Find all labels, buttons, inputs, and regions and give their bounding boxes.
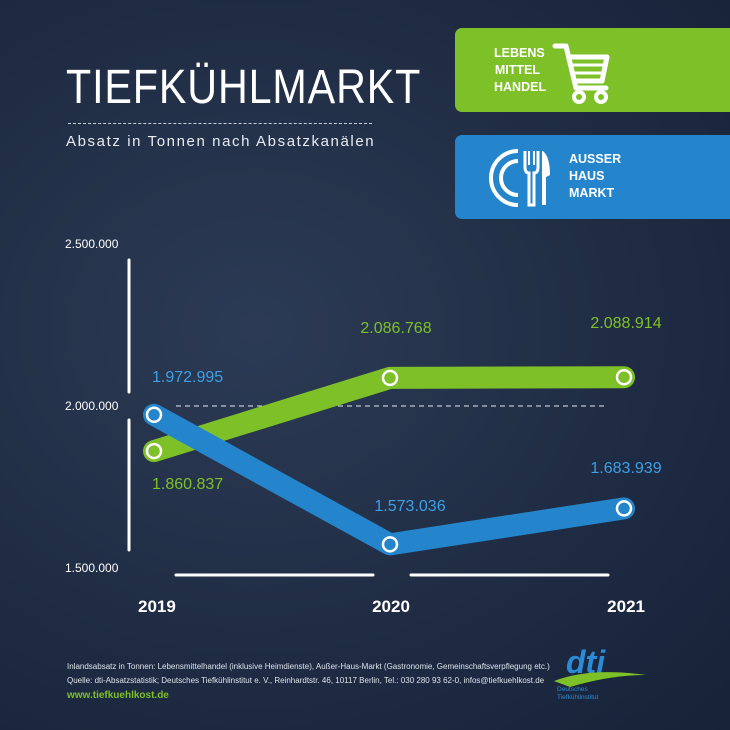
data-point (615, 500, 633, 517)
data-label: 1.683.939 (590, 460, 661, 477)
data-label: 1.972.995 (152, 369, 223, 386)
data-label: 1.573.036 (374, 498, 445, 515)
data-label: 1.860.837 (152, 476, 223, 493)
x-tick-label: 2019 (138, 597, 176, 616)
logo-caption: Deutsches Tiefkühlinstitut (557, 686, 599, 701)
x-tick-label: 2020 (372, 597, 410, 616)
shopping-cart-icon (552, 43, 610, 104)
dti-logo: dti (554, 645, 646, 687)
legend-label-ausser-haus-markt: AUSSER HAUS MARKT (569, 152, 622, 200)
plate-cutlery-icon (489, 149, 550, 207)
data-label: 2.088.914 (590, 315, 661, 332)
y-tick-label: 2.500.000 (65, 237, 119, 251)
data-point (145, 442, 163, 460)
data-point (381, 536, 399, 553)
page-subtitle: Absatz in Tonnen nach Absatzkanälen (66, 133, 376, 150)
footnote-definition: Inlandsabsatz in Tonnen: Lebensmittelhan… (67, 662, 550, 671)
page-title: TIEFKÜHLMARKT (66, 61, 422, 114)
footnote-source: Quelle: dti-Absatzstatistik; Deutsches T… (67, 676, 545, 685)
legend-lebensmittelhandel: LEBENS MITTEL HANDEL (455, 28, 730, 112)
legend-label-lebensmittelhandel: LEBENS MITTEL HANDEL (494, 46, 547, 94)
y-tick-label: 1.500.000 (65, 561, 119, 575)
data-label: 2.086.768 (360, 320, 431, 337)
legend-ausser-haus-markt: AUSSER HAUS MARKT (455, 135, 730, 219)
series-line-0 (143, 366, 635, 463)
line-chart: 1.500.000 2.000.000 2.500.000 2019 2020 2021 1… (65, 237, 662, 616)
x-tick-label: 2021 (607, 597, 645, 616)
title-divider (68, 123, 372, 124)
data-point (381, 369, 399, 387)
y-tick-label: 2.000.000 (65, 399, 119, 413)
data-point (615, 368, 633, 386)
website-link[interactable]: www.tiefkuehlkost.de (67, 690, 169, 701)
data-point (145, 406, 163, 423)
